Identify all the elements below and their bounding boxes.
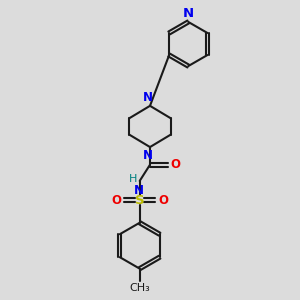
Text: O: O (158, 194, 168, 207)
Text: O: O (111, 194, 122, 207)
Text: O: O (171, 158, 181, 171)
Text: S: S (135, 194, 145, 207)
Text: N: N (142, 149, 153, 162)
Text: N: N (142, 91, 153, 104)
Text: CH₃: CH₃ (129, 283, 150, 293)
Text: N: N (134, 184, 144, 197)
Text: H: H (129, 174, 137, 184)
Text: N: N (183, 7, 194, 20)
